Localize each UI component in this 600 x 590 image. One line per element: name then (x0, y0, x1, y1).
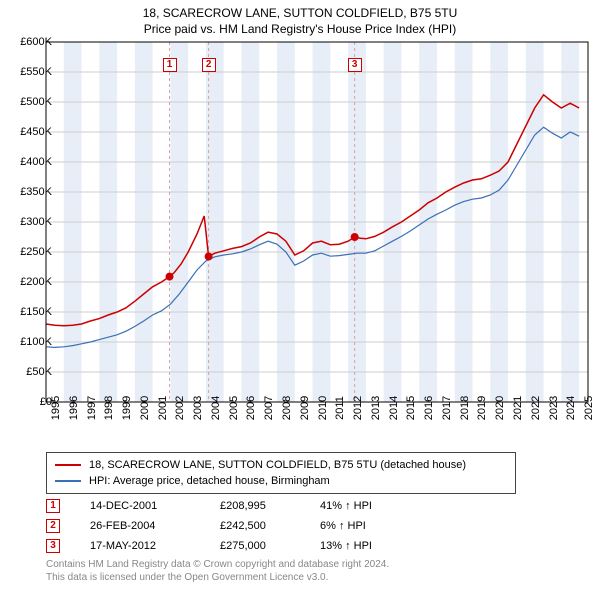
legend-label-property: 18, SCARECROW LANE, SUTTON COLDFIELD, B7… (89, 459, 466, 471)
legend-row-hpi: HPI: Average price, detached house, Birm… (55, 473, 507, 489)
sale-pct: 41% ↑ HPI (320, 500, 430, 512)
sale-price: £208,995 (220, 500, 300, 512)
x-tick-label: 2023 (548, 396, 560, 420)
x-tick-label: 2001 (157, 396, 169, 420)
sale-price: £242,500 (220, 520, 300, 532)
x-tick-label: 2017 (441, 396, 453, 420)
marker-box-2: 2 (202, 58, 216, 72)
y-tick-label: £200K (8, 276, 52, 288)
sale-pct: 13% ↑ HPI (320, 540, 430, 552)
chart-area (46, 42, 588, 402)
x-tick-label: 2006 (245, 396, 257, 420)
y-tick-label: £600K (8, 36, 52, 48)
legend-label-hpi: HPI: Average price, detached house, Birm… (89, 475, 330, 487)
x-tick-label: 2019 (476, 396, 488, 420)
x-tick-label: 2011 (334, 396, 346, 420)
chart-svg (46, 42, 588, 402)
x-tick-label: 2014 (388, 396, 400, 420)
y-tick-label: £500K (8, 96, 52, 108)
y-tick-label: £550K (8, 66, 52, 78)
x-tick-label: 1998 (103, 396, 115, 420)
x-tick-label: 2013 (370, 396, 382, 420)
legend-row-property: 18, SCARECROW LANE, SUTTON COLDFIELD, B7… (55, 457, 507, 473)
x-tick-label: 2016 (423, 396, 435, 420)
table-row: 1 14-DEC-2001 £208,995 41% ↑ HPI (46, 496, 430, 516)
y-tick-label: £50K (8, 366, 52, 378)
footer: Contains HM Land Registry data © Crown c… (46, 558, 389, 584)
chart-title: 18, SCARECROW LANE, SUTTON COLDFIELD, B7… (0, 6, 600, 20)
y-tick-label: £250K (8, 246, 52, 258)
x-tick-label: 2007 (263, 396, 275, 420)
x-tick-label: 2004 (210, 396, 222, 420)
y-tick-label: £350K (8, 186, 52, 198)
legend-swatch-hpi (55, 480, 81, 482)
x-tick-label: 2025 (583, 396, 595, 420)
x-tick-label: 1996 (68, 396, 80, 420)
sale-date: 26-FEB-2004 (90, 520, 200, 532)
x-tick-label: 1997 (86, 396, 98, 420)
y-tick-label: £150K (8, 306, 52, 318)
x-tick-label: 2018 (459, 396, 471, 420)
x-tick-label: 2022 (530, 396, 542, 420)
x-tick-label: 2024 (565, 396, 577, 420)
sales-table: 1 14-DEC-2001 £208,995 41% ↑ HPI 2 26-FE… (46, 496, 430, 556)
footer-line2: This data is licensed under the Open Gov… (46, 571, 389, 584)
y-tick-label: £450K (8, 126, 52, 138)
sale-price: £275,000 (220, 540, 300, 552)
x-tick-label: 1995 (50, 396, 62, 420)
sale-index-1: 1 (46, 499, 60, 513)
y-tick-label: £100K (8, 336, 52, 348)
x-tick-label: 2021 (512, 396, 524, 420)
marker-box-3: 3 (348, 58, 362, 72)
y-tick-label: £0 (8, 396, 52, 408)
y-tick-label: £400K (8, 156, 52, 168)
x-tick-label: 2010 (317, 396, 329, 420)
x-tick-label: 2015 (405, 396, 417, 420)
chart-title-block: 18, SCARECROW LANE, SUTTON COLDFIELD, B7… (0, 0, 600, 36)
x-tick-label: 1999 (121, 396, 133, 420)
sale-pct: 6% ↑ HPI (320, 520, 430, 532)
sale-index-3: 3 (46, 539, 60, 553)
x-tick-label: 2003 (192, 396, 204, 420)
y-tick-label: £300K (8, 216, 52, 228)
legend-swatch-property (55, 464, 81, 466)
x-tick-label: 2005 (228, 396, 240, 420)
sale-index-2: 2 (46, 519, 60, 533)
table-row: 2 26-FEB-2004 £242,500 6% ↑ HPI (46, 516, 430, 536)
legend: 18, SCARECROW LANE, SUTTON COLDFIELD, B7… (46, 452, 516, 494)
sale-date: 17-MAY-2012 (90, 540, 200, 552)
footer-line1: Contains HM Land Registry data © Crown c… (46, 558, 389, 571)
x-tick-label: 2012 (352, 396, 364, 420)
sale-date: 14-DEC-2001 (90, 500, 200, 512)
table-row: 3 17-MAY-2012 £275,000 13% ↑ HPI (46, 536, 430, 556)
marker-box-1: 1 (163, 58, 177, 72)
x-tick-label: 2020 (494, 396, 506, 420)
x-tick-label: 2008 (281, 396, 293, 420)
chart-subtitle: Price paid vs. HM Land Registry's House … (0, 22, 600, 36)
x-tick-label: 2002 (174, 396, 186, 420)
x-tick-label: 2009 (299, 396, 311, 420)
x-tick-label: 2000 (139, 396, 151, 420)
